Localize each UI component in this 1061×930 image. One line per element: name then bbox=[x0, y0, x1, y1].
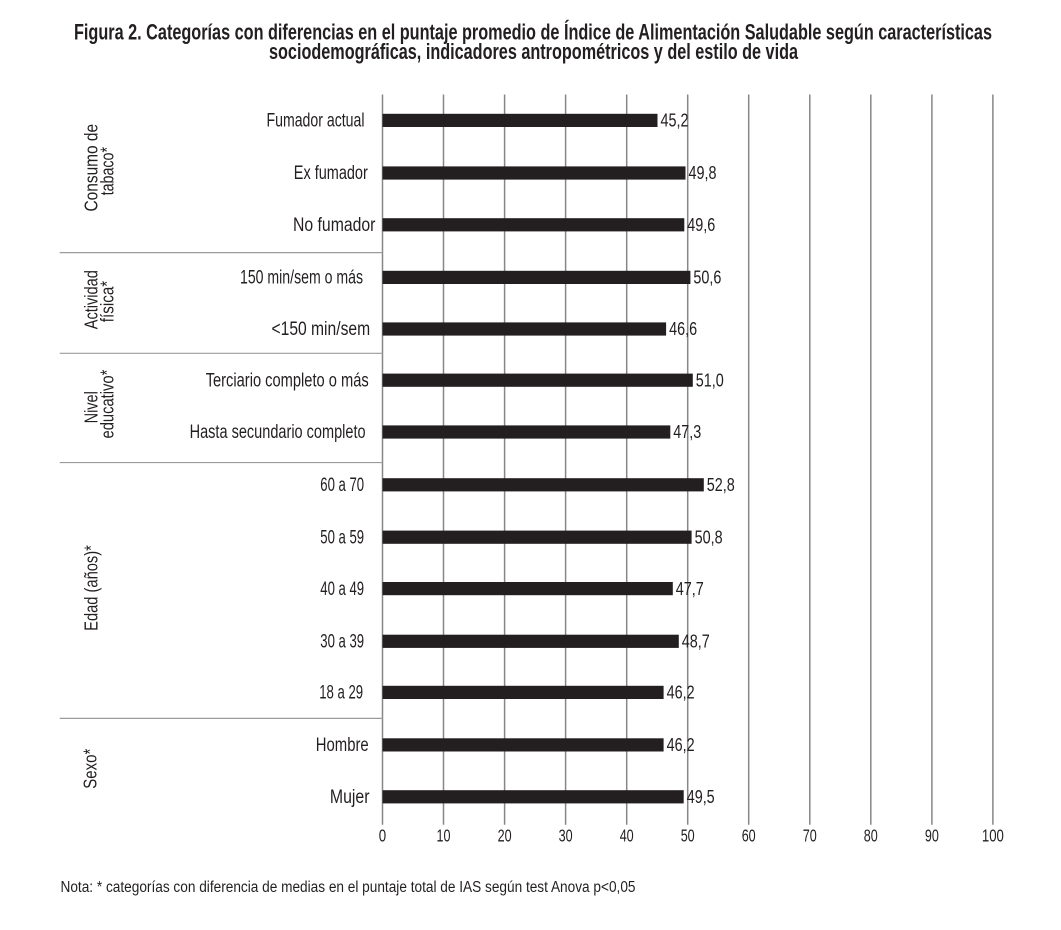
svg-text:Nota: * categorías con diferen: Nota: * categorías con diferencia de med… bbox=[61, 879, 636, 896]
svg-text:<150 min/sem: <150 min/sem bbox=[272, 319, 371, 340]
svg-text:49,8: 49,8 bbox=[689, 162, 717, 183]
svg-text:0: 0 bbox=[379, 825, 386, 845]
svg-text:46,2: 46,2 bbox=[667, 734, 695, 755]
svg-text:45,2: 45,2 bbox=[661, 110, 689, 131]
svg-text:educativo*: educativo* bbox=[98, 370, 118, 439]
svg-text:Fumador actual: Fumador actual bbox=[267, 111, 365, 132]
svg-text:50 a 59: 50 a 59 bbox=[320, 527, 364, 548]
svg-text:tabaco*: tabaco* bbox=[98, 147, 118, 195]
svg-text:46,6: 46,6 bbox=[669, 318, 697, 339]
svg-text:Hasta secundario completo: Hasta secundario completo bbox=[190, 422, 366, 443]
svg-text:Nivel: Nivel bbox=[81, 391, 101, 423]
svg-text:Mujer: Mujer bbox=[330, 787, 370, 808]
svg-text:Consumo de: Consumo de bbox=[81, 124, 101, 212]
svg-text:100: 100 bbox=[982, 825, 1004, 845]
svg-text:47,3: 47,3 bbox=[673, 421, 701, 442]
svg-text:51,0: 51,0 bbox=[696, 369, 724, 390]
svg-text:90: 90 bbox=[925, 825, 939, 845]
svg-text:49,5: 49,5 bbox=[687, 786, 715, 807]
svg-text:física*: física* bbox=[98, 281, 118, 322]
svg-text:18 a 29: 18 a 29 bbox=[319, 683, 363, 704]
svg-text:52,8: 52,8 bbox=[707, 474, 735, 495]
svg-text:40 a 49: 40 a 49 bbox=[320, 579, 364, 600]
svg-text:30: 30 bbox=[559, 825, 573, 845]
svg-text:30 a 39: 30 a 39 bbox=[320, 632, 364, 653]
svg-text:Sexo*: Sexo* bbox=[81, 749, 101, 789]
svg-text:Hombre: Hombre bbox=[316, 735, 369, 756]
svg-text:Ex fumador: Ex fumador bbox=[294, 163, 369, 184]
svg-text:40: 40 bbox=[620, 825, 634, 845]
svg-text:Figura 2. Categorías con difer: Figura 2. Categorías con diferencias en … bbox=[74, 20, 992, 45]
svg-text:46,2: 46,2 bbox=[667, 682, 695, 703]
svg-text:Terciario completo o más: Terciario completo o más bbox=[206, 370, 369, 391]
svg-text:47,7: 47,7 bbox=[676, 578, 704, 599]
svg-text:80: 80 bbox=[864, 825, 878, 845]
svg-text:50,6: 50,6 bbox=[693, 267, 721, 288]
svg-text:10: 10 bbox=[437, 825, 451, 845]
svg-text:No fumador: No fumador bbox=[293, 215, 376, 236]
svg-text:60: 60 bbox=[742, 825, 756, 845]
svg-text:49,6: 49,6 bbox=[687, 214, 715, 235]
svg-text:48,7: 48,7 bbox=[682, 631, 710, 652]
svg-text:sociodemográficas, indicadores: sociodemográficas, indicadores antropomé… bbox=[269, 39, 799, 64]
svg-text:20: 20 bbox=[498, 825, 512, 845]
svg-text:60 a 70: 60 a 70 bbox=[320, 475, 364, 496]
svg-text:50: 50 bbox=[681, 825, 695, 845]
svg-text:50,8: 50,8 bbox=[695, 526, 723, 547]
svg-text:150 min/sem o más: 150 min/sem o más bbox=[240, 268, 363, 289]
svg-text:Edad (años)*: Edad (años)* bbox=[81, 545, 101, 631]
svg-text:70: 70 bbox=[803, 825, 817, 845]
svg-text:Actividad: Actividad bbox=[81, 270, 101, 329]
